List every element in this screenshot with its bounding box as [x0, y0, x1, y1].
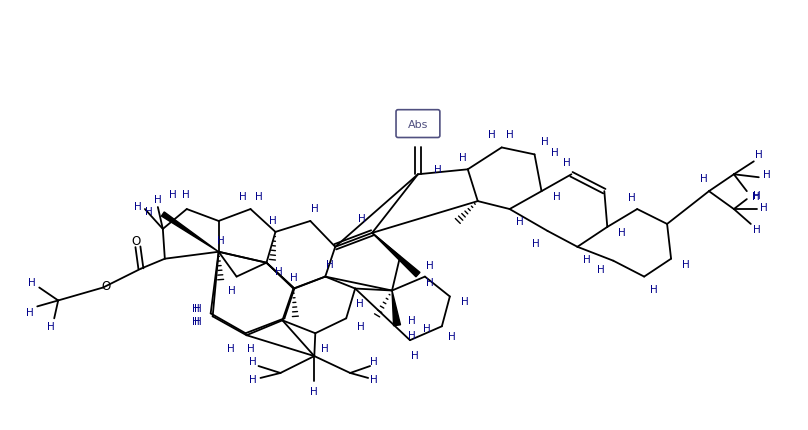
Text: H: H — [194, 304, 201, 313]
Text: H: H — [532, 238, 540, 248]
Text: H: H — [753, 224, 760, 234]
Text: H: H — [169, 190, 177, 200]
Text: H: H — [459, 153, 467, 163]
Text: H: H — [249, 374, 256, 384]
Text: H: H — [48, 322, 55, 332]
Text: H: H — [227, 343, 234, 353]
Text: H: H — [191, 304, 200, 313]
Text: H: H — [629, 193, 636, 203]
FancyBboxPatch shape — [396, 111, 440, 138]
Text: H: H — [289, 272, 297, 282]
Text: H: H — [426, 260, 434, 270]
Text: H: H — [411, 350, 419, 360]
Text: H: H — [268, 215, 276, 225]
Text: H: H — [553, 192, 561, 202]
Text: H: H — [134, 202, 141, 212]
Text: H: H — [506, 129, 514, 139]
Text: H: H — [763, 170, 771, 180]
Text: H: H — [27, 307, 34, 318]
Text: H: H — [408, 330, 416, 341]
Text: H: H — [760, 203, 768, 212]
Text: H: H — [322, 343, 329, 353]
Text: H: H — [682, 259, 690, 269]
Text: H: H — [434, 165, 442, 175]
Text: H: H — [370, 356, 378, 366]
Text: H: H — [357, 322, 365, 332]
Text: H: H — [310, 386, 318, 396]
Text: H: H — [182, 190, 190, 200]
Text: H: H — [562, 158, 570, 168]
Text: H: H — [275, 266, 282, 276]
Text: O: O — [131, 235, 141, 248]
Text: Abs: Abs — [408, 119, 428, 129]
Text: H: H — [249, 356, 256, 366]
Text: H: H — [255, 192, 263, 202]
Text: H: H — [516, 216, 524, 227]
Text: H: H — [311, 203, 319, 214]
Text: H: H — [194, 316, 201, 326]
Text: H: H — [326, 259, 335, 269]
Text: O: O — [101, 280, 111, 292]
Text: H: H — [752, 192, 760, 202]
Text: H: H — [753, 190, 760, 201]
Text: H: H — [358, 213, 366, 224]
Text: H: H — [448, 332, 456, 341]
Text: H: H — [246, 343, 255, 353]
Text: H: H — [191, 316, 200, 326]
Text: H: H — [356, 299, 364, 309]
Text: H: H — [650, 284, 658, 294]
Text: H: H — [154, 195, 162, 205]
Text: H: H — [618, 227, 626, 237]
Polygon shape — [392, 291, 401, 326]
Text: H: H — [217, 235, 225, 245]
Text: H: H — [755, 150, 763, 160]
Text: H: H — [238, 192, 246, 202]
Text: H: H — [550, 148, 558, 158]
Text: H: H — [488, 129, 495, 139]
Text: H: H — [426, 277, 434, 287]
Text: H: H — [370, 374, 378, 384]
Text: H: H — [228, 285, 235, 295]
Text: H: H — [700, 174, 708, 184]
Text: H: H — [28, 277, 36, 287]
Text: H: H — [423, 323, 431, 334]
Text: H: H — [541, 137, 549, 147]
Polygon shape — [162, 212, 219, 252]
Text: H: H — [461, 297, 469, 307]
Text: H: H — [408, 316, 416, 326]
Text: H: H — [583, 254, 591, 264]
Text: H: H — [597, 264, 605, 274]
Text: H: H — [145, 206, 153, 217]
Polygon shape — [372, 233, 420, 277]
